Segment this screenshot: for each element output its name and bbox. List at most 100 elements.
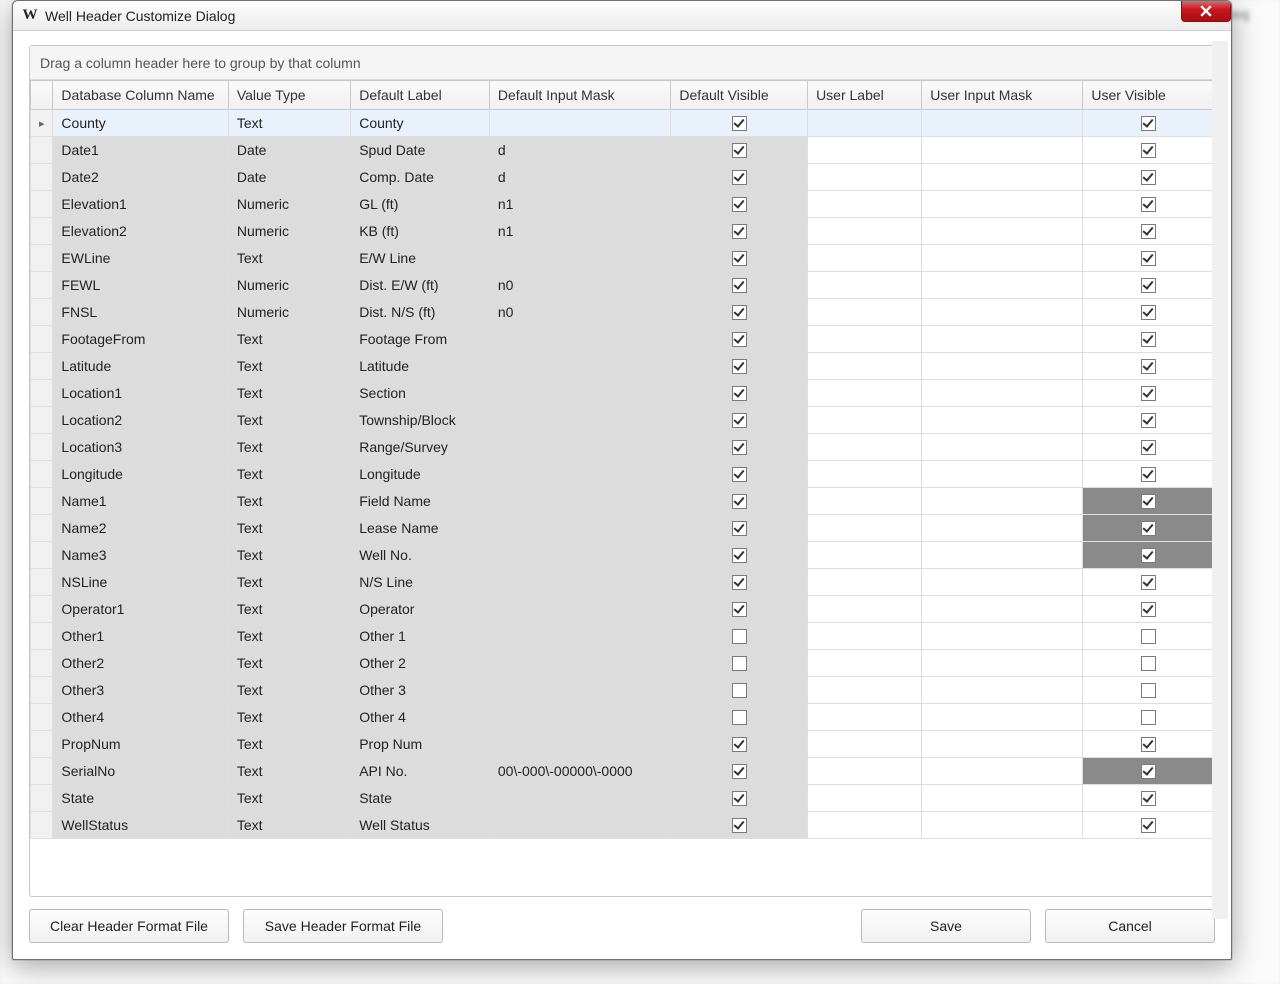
cell-user-visible[interactable] (1083, 380, 1214, 407)
checkbox-icon[interactable] (1141, 791, 1156, 806)
row-indicator[interactable] (31, 758, 53, 785)
cell-user-label[interactable] (808, 272, 922, 299)
cell-default-visible[interactable] (671, 677, 808, 704)
row-indicator-header[interactable] (31, 81, 53, 110)
cell-default-mask[interactable] (489, 245, 671, 272)
cell-default-label[interactable]: Other 1 (351, 623, 490, 650)
cell-user-visible[interactable] (1083, 110, 1214, 137)
row-indicator[interactable] (31, 272, 53, 299)
cell-default-mask[interactable] (489, 542, 671, 569)
table-row[interactable]: NSLineTextN/S Line (31, 569, 1214, 596)
checkbox-icon[interactable] (1141, 305, 1156, 320)
cell-user-mask[interactable] (922, 434, 1083, 461)
cell-value-type[interactable]: Text (228, 596, 350, 623)
checkbox-icon[interactable] (1141, 548, 1156, 563)
cell-default-visible[interactable] (671, 596, 808, 623)
cell-db-name[interactable]: Location3 (53, 434, 228, 461)
cell-default-label[interactable]: KB (ft) (351, 218, 490, 245)
checkbox-icon[interactable] (1141, 683, 1156, 698)
checkbox-icon[interactable] (732, 602, 747, 617)
checkbox-icon[interactable] (732, 197, 747, 212)
cell-user-mask[interactable] (922, 731, 1083, 758)
cell-user-label[interactable] (808, 353, 922, 380)
col-dm[interactable]: Default Input Mask (489, 81, 671, 110)
row-indicator[interactable] (31, 569, 53, 596)
cell-user-label[interactable] (808, 137, 922, 164)
cell-user-visible[interactable] (1083, 245, 1214, 272)
cell-user-label[interactable] (808, 326, 922, 353)
cell-default-visible[interactable] (671, 272, 808, 299)
row-indicator[interactable] (31, 191, 53, 218)
checkbox-icon[interactable] (732, 764, 747, 779)
cell-value-type[interactable]: Text (228, 704, 350, 731)
cell-value-type[interactable]: Text (228, 461, 350, 488)
checkbox-icon[interactable] (1141, 143, 1156, 158)
row-indicator[interactable] (31, 326, 53, 353)
cell-user-mask[interactable] (922, 596, 1083, 623)
cell-user-visible[interactable] (1083, 353, 1214, 380)
cell-user-mask[interactable] (922, 623, 1083, 650)
col-ul[interactable]: User Label (808, 81, 922, 110)
cell-user-label[interactable] (808, 677, 922, 704)
row-indicator[interactable] (31, 542, 53, 569)
vertical-scrollbar[interactable] (1212, 41, 1228, 919)
checkbox-icon[interactable] (732, 386, 747, 401)
table-row[interactable]: LatitudeTextLatitude (31, 353, 1214, 380)
row-indicator[interactable] (31, 488, 53, 515)
checkbox-icon[interactable] (1141, 170, 1156, 185)
cell-default-mask[interactable] (489, 326, 671, 353)
cell-user-visible[interactable] (1083, 137, 1214, 164)
cell-default-label[interactable]: Other 3 (351, 677, 490, 704)
cell-default-mask[interactable] (489, 812, 671, 839)
cell-user-visible[interactable] (1083, 326, 1214, 353)
cell-default-visible[interactable] (671, 623, 808, 650)
cell-user-mask[interactable] (922, 704, 1083, 731)
checkbox-icon[interactable] (732, 440, 747, 455)
cell-value-type[interactable]: Text (228, 650, 350, 677)
cell-default-label[interactable]: Spud Date (351, 137, 490, 164)
cell-default-label[interactable]: Section (351, 380, 490, 407)
cell-value-type[interactable]: Text (228, 731, 350, 758)
cell-value-type[interactable]: Text (228, 569, 350, 596)
row-indicator[interactable] (31, 137, 53, 164)
cell-user-label[interactable] (808, 542, 922, 569)
row-indicator[interactable] (31, 650, 53, 677)
cell-default-label[interactable]: Well No. (351, 542, 490, 569)
cell-default-mask[interactable] (489, 515, 671, 542)
table-row[interactable]: Other2TextOther 2 (31, 650, 1214, 677)
cell-user-mask[interactable] (922, 353, 1083, 380)
checkbox-icon[interactable] (1141, 386, 1156, 401)
cell-user-visible[interactable] (1083, 164, 1214, 191)
row-indicator[interactable] (31, 704, 53, 731)
checkbox-icon[interactable] (1141, 467, 1156, 482)
cell-db-name[interactable]: County (53, 110, 228, 137)
cell-user-mask[interactable] (922, 461, 1083, 488)
row-indicator[interactable] (31, 245, 53, 272)
cell-default-mask[interactable] (489, 731, 671, 758)
cell-default-label[interactable]: Field Name (351, 488, 490, 515)
cell-user-mask[interactable] (922, 812, 1083, 839)
table-row[interactable]: FEWLNumericDist. E/W (ft)n0 (31, 272, 1214, 299)
checkbox-icon[interactable] (732, 656, 747, 671)
cell-user-label[interactable] (808, 434, 922, 461)
cell-db-name[interactable]: Location1 (53, 380, 228, 407)
cell-default-mask[interactable] (489, 488, 671, 515)
cell-db-name[interactable]: State (53, 785, 228, 812)
cell-db-name[interactable]: WellStatus (53, 812, 228, 839)
checkbox-icon[interactable] (732, 818, 747, 833)
cell-default-mask[interactable]: n1 (489, 191, 671, 218)
col-vt[interactable]: Value Type (228, 81, 350, 110)
row-indicator[interactable] (31, 353, 53, 380)
cell-db-name[interactable]: Elevation2 (53, 218, 228, 245)
cell-default-visible[interactable] (671, 407, 808, 434)
cell-value-type[interactable]: Text (228, 380, 350, 407)
checkbox-icon[interactable] (1141, 710, 1156, 725)
cell-user-mask[interactable] (922, 488, 1083, 515)
cell-user-mask[interactable] (922, 245, 1083, 272)
cell-default-visible[interactable] (671, 704, 808, 731)
cell-value-type[interactable]: Text (228, 812, 350, 839)
cell-default-label[interactable]: Prop Num (351, 731, 490, 758)
checkbox-icon[interactable] (732, 548, 747, 563)
table-row[interactable]: Name1TextField Name (31, 488, 1214, 515)
checkbox-icon[interactable] (732, 359, 747, 374)
